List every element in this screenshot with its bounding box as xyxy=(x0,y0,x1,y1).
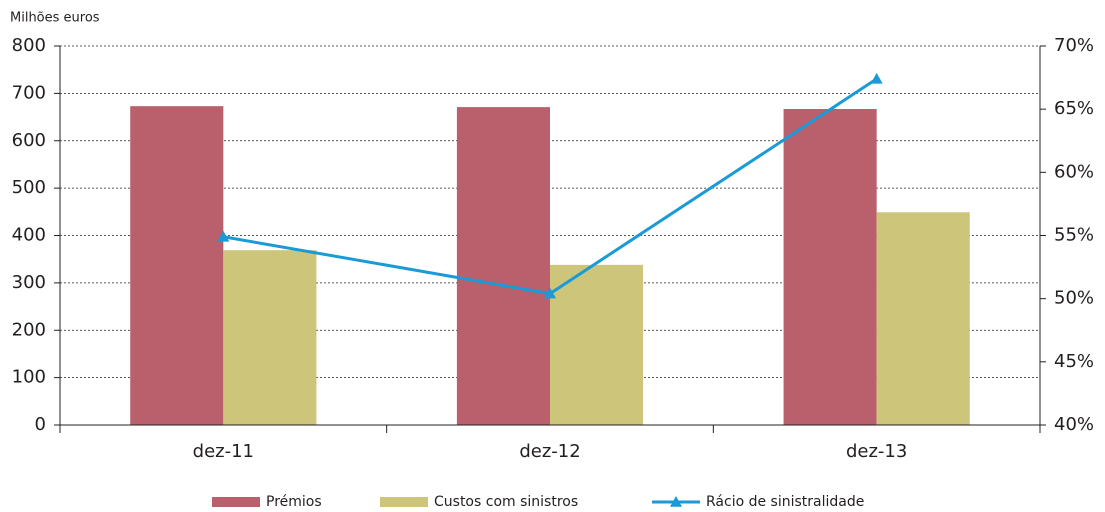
legend-label: Prémios xyxy=(266,494,322,510)
x-tick-label: dez-13 xyxy=(846,441,907,462)
y2-tick-label: 60% xyxy=(1054,161,1094,182)
legend-swatch xyxy=(212,497,260,507)
line-marker xyxy=(870,72,883,84)
y2-tick-label: 45% xyxy=(1054,351,1094,372)
x-tick-label: dez-11 xyxy=(193,441,254,462)
bar xyxy=(223,250,317,425)
y-tick-label: 400 xyxy=(12,225,46,246)
legend-label: Custos com sinistros xyxy=(434,494,578,510)
legend-marker xyxy=(670,496,682,507)
y-tick-label: 300 xyxy=(12,272,46,293)
y-tick-label: 700 xyxy=(12,82,46,103)
y2-tick-label: 50% xyxy=(1054,288,1094,309)
y-tick-label: 100 xyxy=(12,367,46,388)
y-tick-label: 0 xyxy=(35,414,46,435)
x-tick-label: dez-12 xyxy=(519,441,580,462)
y2-tick-label: 70% xyxy=(1054,35,1094,56)
y2-tick-label: 40% xyxy=(1054,414,1094,435)
line-marker xyxy=(544,287,556,299)
y2-tick-label: 55% xyxy=(1054,225,1094,246)
legend-swatch xyxy=(380,497,428,507)
line-marker xyxy=(217,230,230,242)
y-tick-label: 200 xyxy=(12,319,46,340)
y-tick-label: 800 xyxy=(12,35,46,56)
bar xyxy=(456,107,550,426)
y-axis-label: Milhões euros xyxy=(10,11,100,26)
legend-label: Rácio de sinistralidade xyxy=(706,494,864,510)
bar xyxy=(876,212,970,425)
y-tick-label: 600 xyxy=(12,130,46,151)
bar xyxy=(783,109,877,425)
bar xyxy=(130,106,224,425)
y-tick-label: 500 xyxy=(12,177,46,198)
bar xyxy=(550,264,644,425)
y2-tick-label: 65% xyxy=(1054,98,1094,119)
